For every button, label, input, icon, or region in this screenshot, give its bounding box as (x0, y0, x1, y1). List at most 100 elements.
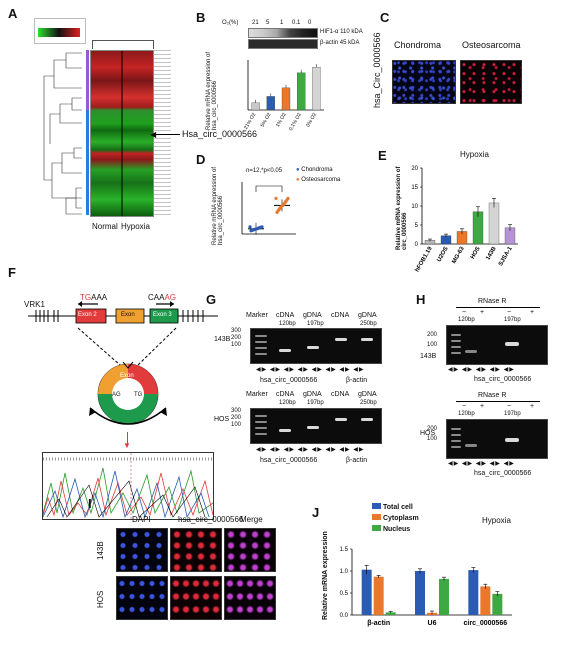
fluor-143b-circ (170, 528, 222, 572)
gel2-target-circ: hsa_circ_0000566 (260, 457, 318, 464)
chart-e-title: Hypoxia (460, 150, 489, 159)
seq-left: TGAAA (80, 293, 108, 302)
rnase2-size-197: 197bp (504, 411, 521, 417)
bar (361, 569, 372, 615)
rnase2-sign-2: + (480, 403, 485, 410)
rnase-sign-2: + (480, 309, 485, 316)
exon-label: Exon (121, 312, 135, 318)
bar (480, 586, 491, 615)
fluor-col-merge: Merge (240, 515, 263, 524)
rnase-ladder-labels: 200 100 (427, 332, 438, 348)
tick-label: 0.1% O2 (288, 112, 303, 132)
y-tick-label: 0 (415, 242, 419, 248)
x-tick-label: β-actin (367, 620, 390, 627)
rnase-sign-4: + (530, 309, 535, 316)
red-arrow (127, 432, 128, 446)
blot-label-hif1a: HIF1-α 110 kDA (320, 29, 363, 35)
fluor-col-dapi: DAPI (132, 515, 151, 524)
bar (281, 87, 291, 111)
tick-label: 21% O2 (243, 112, 257, 131)
chart-e: 0 5 10 15 20 hFOB1.19 U2OS MG-63 HOS 143B SJSA-1 (411, 166, 518, 273)
bar (415, 571, 425, 615)
panel-label-g: G (206, 292, 217, 307)
rnase2-target: hsa_circ_0000566 (474, 470, 532, 477)
tick-label: 5% O2 (260, 112, 273, 128)
legend-dot-icon: ● (296, 167, 300, 173)
arrow-down-icon: ▼ (123, 441, 131, 450)
x-tick-label: HOS (470, 246, 482, 260)
bar (297, 72, 306, 111)
western-blot-actin (248, 39, 318, 49)
legend-nucleus: Nucleus (372, 524, 419, 535)
heatmap-column-hypoxia: Hypoxia (121, 222, 150, 231)
gel-hos (250, 408, 382, 444)
legend-total-cell: Total cell (372, 502, 419, 513)
circle-tg-label: TG (134, 392, 143, 398)
panel-label-a: A (8, 6, 18, 21)
rnase-arrows-icon: ◀▶ ◀▶ ◀▶ ◀▶ ◀▶ (448, 367, 515, 373)
gel-target-actin: β-actin (346, 377, 368, 384)
heatmap-row-labels (153, 50, 171, 215)
panel-label-h: H (416, 292, 426, 307)
gel2-header-cdna-1: cDNA (276, 391, 295, 398)
chart-j-legend: Total cell Cytoplasm Nucleus (372, 502, 419, 535)
rnase-size-120: 120bp (458, 317, 475, 323)
bar (468, 570, 479, 615)
rnase2-line (456, 401, 540, 402)
fish-image-osteosarcoma (460, 60, 522, 104)
gel2-header-marker: Marker (246, 391, 268, 398)
heatmap-annotation: Hsa_circ_0000566 (182, 129, 258, 139)
seq-right: CAAAG (148, 293, 177, 302)
legend-cytoplasm: Cytoplasm (372, 513, 419, 524)
gel2-header-gdna-2: gDNA (358, 391, 377, 398)
bar (385, 612, 396, 615)
rnase-target: hsa_circ_0000566 (474, 376, 532, 383)
bar (373, 576, 384, 615)
heatmap-color-key (38, 28, 80, 37)
rnase-gel-hos (446, 419, 548, 459)
gel-header-cdna-2: cDNA (331, 312, 350, 319)
y-tick-label: 20 (411, 166, 418, 172)
gel2-header-cdna-2: cDNA (331, 391, 350, 398)
image-title-chondroma: Chondroma (394, 40, 442, 50)
data-point (279, 205, 283, 209)
data-point (248, 225, 252, 229)
gel-header-gdna-1: gDNA (303, 312, 322, 319)
rnase2-arrows-icon: ◀▶ ◀▶ ◀▶ ◀▶ ◀▶ (448, 461, 515, 467)
tick-label: 0% O2 (305, 112, 318, 128)
rnase-sign-1: − (462, 309, 467, 316)
primer-arrows-icon: ◀▶ ◀▶ ◀▶ ◀▶ ◀▶ ◀▶ ◀▶ ◀▶ (256, 367, 365, 373)
circle-ag-label: AG (112, 392, 121, 398)
data-point (260, 225, 264, 229)
o2-value-4: 0.1 (292, 20, 301, 26)
gel2-target-actin: β-actin (346, 457, 368, 464)
fluor-hos-dapi (116, 576, 168, 620)
heatmap-column-normal: Normal (92, 222, 118, 231)
western-blot-hif1a (248, 28, 318, 38)
o2-value-3: 1 (280, 20, 284, 26)
chart-j-title: Hypoxia (482, 516, 511, 525)
image-title-osteosarcoma: Osteosarcoma (462, 40, 521, 50)
rnase-row-hos: HOS (420, 430, 436, 437)
legend-swatch-icon (372, 525, 381, 531)
x-tick-label: SJSA-1 (498, 245, 514, 267)
gel2-size-120: 120bp (279, 400, 296, 406)
o2-value-2: 5 (266, 20, 270, 26)
legend-dot-icon: ● (296, 177, 300, 183)
fluor-row-hos: HOS (96, 590, 105, 608)
data-point (286, 196, 290, 200)
legend-osteosarcoma: ● Osteosarcoma (296, 177, 341, 183)
panel-label-d: D (196, 152, 206, 167)
fluor-row-143b: 143B (96, 541, 105, 560)
fluor-143b-dapi (116, 528, 168, 572)
gel-header-gdna-2: gDNA (358, 312, 377, 319)
bar (312, 66, 321, 111)
rnase-size-197: 197bp (504, 317, 521, 323)
x-tick-label: MG-63 (451, 245, 466, 264)
rnase2-sign-4: + (530, 403, 535, 410)
y-tick-label: 10 (411, 204, 418, 210)
panel-label-e: E (378, 148, 387, 163)
fluor-143b-merge (224, 528, 276, 572)
gel-size-250: 250bp (360, 321, 377, 327)
gel-header-marker: Marker (246, 312, 268, 319)
